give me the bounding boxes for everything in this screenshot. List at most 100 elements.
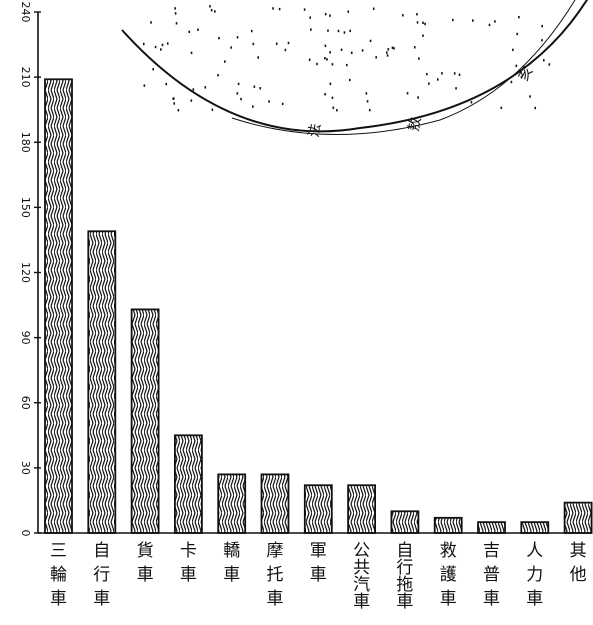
y-tick-label: 120 (19, 262, 32, 283)
bar (173, 434, 203, 534)
inset-map-dot (436, 78, 439, 81)
inset-map-dot (350, 51, 353, 55)
inset-map-dot (324, 44, 327, 48)
inset-map-dot (166, 42, 169, 45)
inset-map-dot (287, 41, 290, 45)
y-tick-label: 0 (19, 530, 32, 537)
inset-map-dot (387, 48, 390, 51)
inset-map-outline (121, 0, 588, 133)
inset-map-dot (366, 100, 369, 103)
inset-map-dot (230, 46, 232, 49)
inset-map-dot (472, 19, 474, 22)
inset-map-dot (236, 92, 239, 95)
inset-map-dot (417, 96, 419, 99)
inset-map-dot (368, 108, 371, 112)
bar (87, 230, 117, 534)
inset-map-dot (152, 68, 154, 71)
inset-map-dot (500, 106, 503, 110)
inset-map-dot (236, 36, 239, 39)
category-label: 自行車 (93, 541, 110, 609)
inset-map-dot (416, 13, 418, 16)
bar (44, 78, 73, 534)
inset-map-dot (284, 48, 287, 52)
y-tick-label: 180 (19, 132, 32, 153)
inset-map-dot (240, 97, 242, 101)
inset-map-dot (512, 48, 514, 52)
inset-map-dot (386, 51, 388, 54)
inset-map-dot (250, 29, 253, 33)
inset-map-dot (150, 21, 152, 24)
inset-map: 法 敖 亥 (121, 0, 588, 139)
inset-map-dot (369, 39, 372, 43)
bar (217, 473, 247, 534)
inset-map-dot (402, 14, 404, 17)
category-label: 摩托車 (267, 541, 284, 609)
inset-label-2: 敖 (406, 116, 424, 133)
inset-map-dot (188, 30, 191, 34)
inset-map-dot (441, 72, 443, 75)
inset-map-dot (494, 20, 496, 23)
y-axis-ticks: 0 30 60 90 120 150 180 210 240 (19, 2, 41, 537)
inset-map-dot (190, 99, 193, 102)
bar (390, 510, 420, 534)
inset-map-dot (218, 36, 220, 40)
inset-label-3: 亥 (516, 64, 537, 84)
category-label: 卡車 (180, 541, 197, 585)
inset-map-dot (542, 59, 545, 62)
bar (260, 473, 290, 534)
inset-map-dot (237, 82, 240, 86)
inset-map-dot (310, 28, 312, 31)
inset-map-dot (209, 5, 211, 8)
inset-map-dot (329, 82, 332, 85)
y-tick-label: 60 (19, 396, 32, 410)
category-label: 公共汽車 (353, 541, 370, 612)
bar (563, 501, 593, 534)
inset-map-dot (329, 51, 331, 54)
inset-map-dot (529, 95, 531, 98)
category-label: 人力車 (526, 541, 543, 609)
inset-map-dot (488, 23, 491, 27)
inset-map-dot (177, 109, 180, 112)
inset-map-dot (361, 49, 364, 52)
y-tick-label: 210 (19, 67, 32, 88)
inset-map-dot (142, 42, 145, 46)
inset-map-inner-arc (231, 0, 576, 135)
inset-map-dot (452, 18, 454, 22)
inset-map-dot (197, 28, 199, 31)
inset-label-1: 法 (306, 122, 324, 139)
inset-map-dot (324, 93, 326, 96)
inset-map-dot (424, 22, 426, 26)
inset-map-dot (154, 45, 157, 49)
inset-map-dot (343, 31, 346, 34)
y-axis: 0 30 60 90 120 150 180 210 240 (19, 2, 41, 537)
inset-map-dot (425, 72, 428, 76)
inset-map-dot (515, 64, 518, 68)
inset-map-dot (372, 7, 375, 10)
inset-map-dot (331, 63, 334, 66)
inset-map-dot (327, 29, 329, 32)
inset-map-dot (349, 29, 351, 33)
inset-map-dots (142, 5, 551, 112)
inset-map-dot (217, 74, 219, 77)
y-tick-label: 150 (19, 197, 32, 218)
inset-map-dot (172, 97, 175, 100)
category-label: 其他 (570, 541, 587, 585)
inset-map-dot (281, 102, 284, 106)
inset-map-dot (309, 16, 312, 19)
inset-map-dot (175, 22, 178, 25)
category-label: 貨車 (137, 541, 154, 585)
inset-map-dot (173, 102, 176, 105)
inset-map-dot (516, 32, 519, 36)
inset-map-dot (541, 24, 543, 28)
inset-map-dot (510, 80, 513, 84)
inset-map-dot (308, 58, 311, 61)
inset-map-dot (520, 76, 523, 79)
inset-map-dot (349, 78, 351, 82)
inset-map-dot (275, 42, 278, 45)
inset-map-dot (386, 54, 389, 57)
bars-group (44, 78, 593, 534)
inset-map-dot (326, 58, 328, 61)
inset-map-dot (365, 92, 368, 95)
inset-map-dot (253, 85, 256, 88)
